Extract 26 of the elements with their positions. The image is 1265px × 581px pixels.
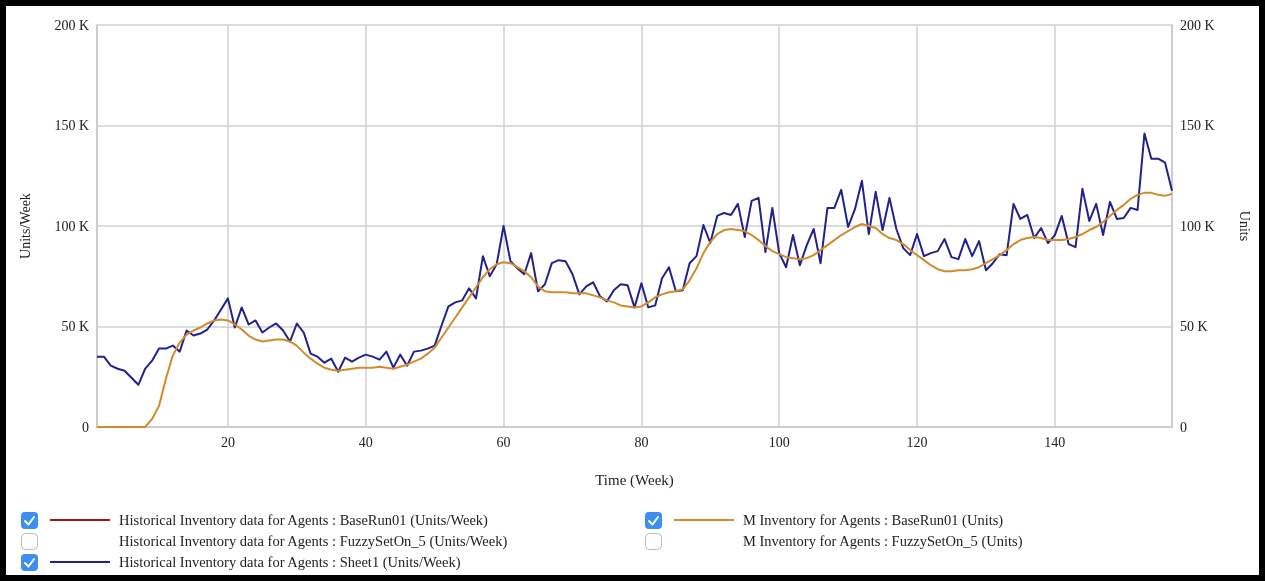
x-tick-label: 20 (220, 434, 235, 450)
y2-tick-label: 200 K (1180, 17, 1215, 33)
y2-axis-title: Units (1236, 210, 1252, 242)
text: Historical Inventory data for Agents : FuzzySetOn_5 (Units/Week) (119, 532, 508, 550)
y2-tick-label: 50 K (1180, 319, 1208, 334)
y-tick-label: 50 K (61, 319, 89, 334)
y-tick-label: 150 K (54, 118, 89, 133)
y-tick-label: 200 K (54, 17, 89, 33)
legend-label: M Inventory for Agents : BaseRun01 (Units) (743, 511, 1004, 529)
legend-label: Historical Inventory data for Agents : Sheet1 (Units/Week) (119, 553, 461, 571)
y-tick-label: 0 (82, 419, 89, 435)
legend-label: Historical Inventory data for Agents : BaseRun01 (Units/Week) (119, 511, 488, 529)
y2-tick-label: 0 (1180, 419, 1187, 435)
x-tick-label: 140 (1044, 434, 1066, 450)
text: M Inventory for Agents : FuzzySetOn_5 (Units) (743, 532, 1023, 550)
x-axis-title: Time (Week) (595, 471, 674, 489)
line-series (96, 132, 1173, 386)
x-tick-label: 100 (768, 434, 790, 450)
x-tick-label: 80 (634, 434, 649, 450)
x-tick-label: 40 (358, 434, 373, 450)
y-tick-label: 100 K (54, 218, 89, 234)
y-axis-title: Units/Week (17, 193, 33, 259)
x-tick-label: 60 (496, 434, 511, 450)
y2-tick-label: 100 K (1180, 218, 1215, 234)
y2-tick-label: 150 K (1180, 118, 1215, 133)
x-tick-label: 120 (906, 434, 928, 450)
